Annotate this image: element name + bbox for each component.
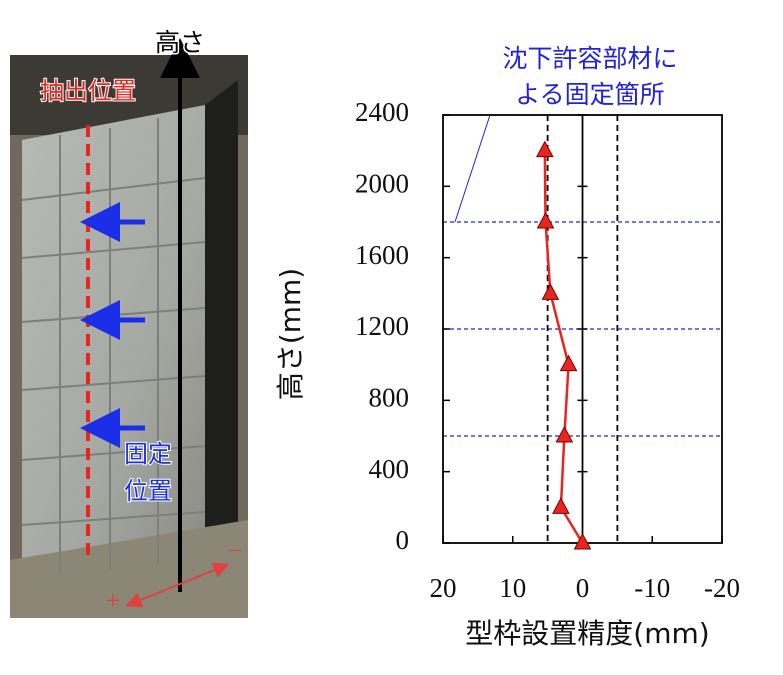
data-point <box>559 354 578 372</box>
x-axis-label: 型枠設置精度(mm) <box>465 617 709 650</box>
y-tick-label: 0 <box>396 525 410 555</box>
annotation-leader <box>454 114 491 223</box>
x-tick-label: 10 <box>499 573 526 603</box>
fixed-label: 位置 <box>124 477 172 505</box>
y-tick-label: 800 <box>369 383 410 413</box>
x-tick-label: 20 <box>430 573 457 603</box>
data-point <box>536 211 555 229</box>
chart: 0 400 800 1200 1600 2000 2400 20 10 0 -10 -20 型枠設置精度… <box>274 44 740 650</box>
annotation: 沈下許容部材に <box>502 44 677 73</box>
y-tick-label: 1600 <box>355 240 409 270</box>
x-tick-label: -20 <box>704 573 740 603</box>
y-axis-label: 高さ(mm) <box>274 268 307 400</box>
fixed-label: 固定 <box>124 440 172 468</box>
data-point <box>552 497 570 514</box>
x-tick-label: -10 <box>634 573 670 603</box>
data-point <box>573 532 592 550</box>
y-tick-label: 1200 <box>355 311 409 341</box>
annotation: よる固定箇所 <box>515 80 664 109</box>
photo: 高さ 抽出位置 固定 位置 + − <box>10 27 248 618</box>
y-tick-label: 2000 <box>355 169 409 199</box>
extract-label: 抽出位置 <box>40 77 136 105</box>
height-label: 高さ <box>155 28 205 57</box>
data-point <box>555 425 574 443</box>
data-point <box>536 140 554 158</box>
minus-label: − <box>228 536 243 565</box>
y-tick-label: 2400 <box>355 97 409 127</box>
plus-label: + <box>106 586 121 615</box>
data-point <box>541 283 560 300</box>
data-line <box>543 150 584 544</box>
y-tick-label: 400 <box>369 454 410 484</box>
x-tick-label: 0 <box>576 573 590 603</box>
